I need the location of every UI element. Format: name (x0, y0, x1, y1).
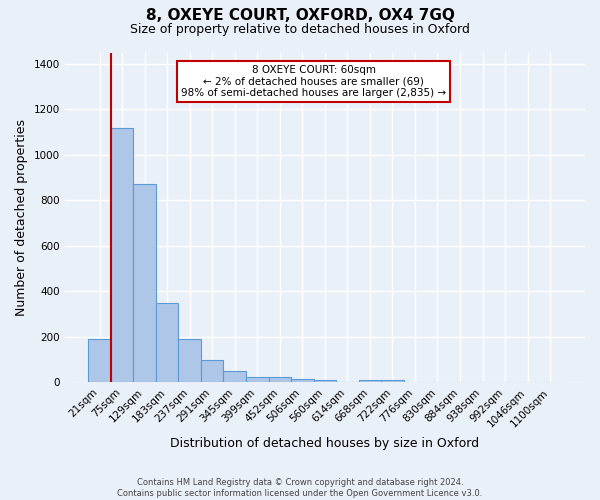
Bar (156, 302, 178, 382)
Text: Contains HM Land Registry data © Crown copyright and database right 2024.
Contai: Contains HM Land Registry data © Crown c… (118, 478, 482, 498)
Bar (178, 339, 201, 382)
Bar (269, 378, 291, 382)
Text: Size of property relative to detached houses in Oxford: Size of property relative to detached ho… (130, 22, 470, 36)
Bar (291, 379, 314, 382)
Text: 8, OXEYE COURT, OXFORD, OX4 7GQ: 8, OXEYE COURT, OXFORD, OX4 7GQ (146, 8, 454, 22)
Bar (88, 339, 111, 382)
Bar (381, 380, 404, 382)
Text: 8 OXEYE COURT: 60sqm
← 2% of detached houses are smaller (69)
98% of semi-detach: 8 OXEYE COURT: 60sqm ← 2% of detached ho… (181, 65, 446, 98)
Bar (201, 360, 223, 382)
Bar (314, 380, 336, 382)
Y-axis label: Number of detached properties: Number of detached properties (15, 119, 28, 316)
Bar (223, 370, 246, 382)
Bar (246, 376, 269, 382)
Bar (133, 184, 156, 382)
X-axis label: Distribution of detached houses by size in Oxford: Distribution of detached houses by size … (170, 437, 479, 450)
Bar (111, 128, 133, 382)
Bar (359, 380, 381, 382)
